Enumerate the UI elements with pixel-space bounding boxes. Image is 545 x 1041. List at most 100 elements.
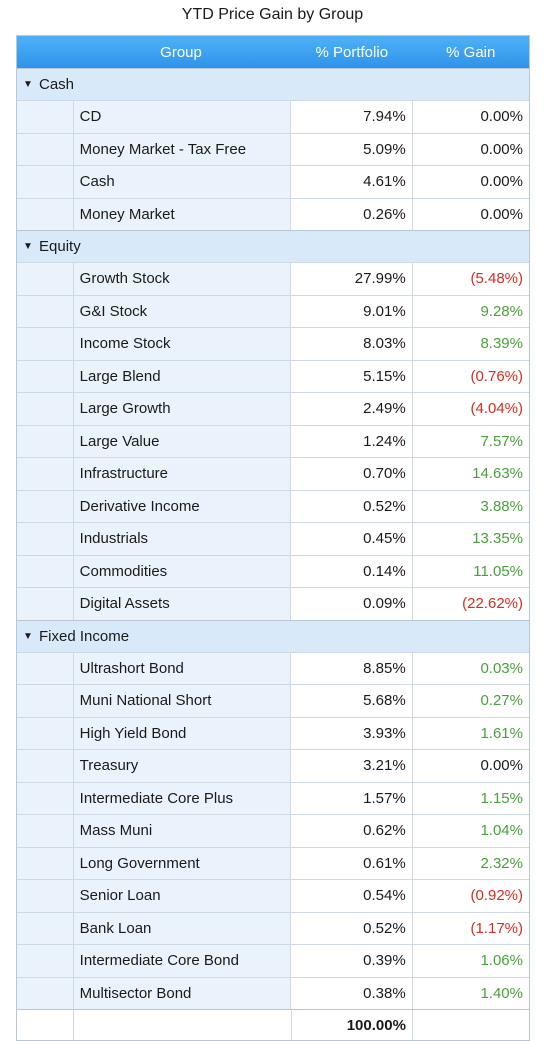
group-row[interactable]: ▼ Equity xyxy=(17,230,529,262)
row-portfolio: 7.94% xyxy=(291,101,413,133)
total-portfolio: 100.00% xyxy=(292,1010,413,1040)
table-row[interactable]: Bank Loan 0.52% (1.17%) xyxy=(17,911,529,944)
row-portfolio: 0.14% xyxy=(291,555,413,587)
row-name: Derivative Income xyxy=(73,490,292,522)
row-gain: 8.39% xyxy=(480,335,523,353)
row-gain: 1.04% xyxy=(480,822,523,840)
row-portfolio: 0.26% xyxy=(291,198,413,230)
group-name: Equity xyxy=(39,238,81,255)
row-name: Cash xyxy=(73,166,292,198)
table-row[interactable]: Intermediate Core Plus 1.57% 1.15% xyxy=(17,781,529,814)
row-portfolio: 9.01% xyxy=(291,295,413,327)
row-name: Bank Loan xyxy=(73,912,292,944)
row-name: High Yield Bond xyxy=(73,717,292,749)
gain-table: Group % Portfolio % Gain ▼ Cash CD 7.94% 0.0… xyxy=(16,35,530,1041)
disclosure-triangle-icon[interactable]: ▼ xyxy=(23,79,33,90)
row-gain: 1.15% xyxy=(480,789,523,807)
row-portfolio: 1.57% xyxy=(291,782,413,814)
row-portfolio: 2.49% xyxy=(291,393,413,425)
table-row[interactable]: Intermediate Core Bond 0.39% 1.06% xyxy=(17,944,529,977)
row-gain: 1.61% xyxy=(480,724,523,742)
row-name: Large Growth xyxy=(73,393,292,425)
table-row[interactable]: Infrastructure 0.70% 14.63% xyxy=(17,457,529,490)
table-row[interactable]: Derivative Income 0.52% 3.88% xyxy=(17,489,529,522)
row-gain: 0.00% xyxy=(480,140,523,158)
row-gain: (0.92%) xyxy=(470,887,523,905)
row-name: Money Market - Tax Free xyxy=(73,133,292,165)
row-gain: 0.00% xyxy=(480,173,523,191)
row-gain: 0.27% xyxy=(480,692,523,710)
table-body: ▼ Cash CD 7.94% 0.00% Money Market - Tax Free… xyxy=(17,68,529,1009)
table-row[interactable]: Growth Stock 27.99% (5.48%) xyxy=(17,262,529,295)
row-portfolio: 5.68% xyxy=(291,685,413,717)
table-row[interactable]: High Yield Bond 3.93% 1.61% xyxy=(17,716,529,749)
row-portfolio: 5.09% xyxy=(291,133,413,165)
row-gain: 13.35% xyxy=(472,530,523,548)
row-portfolio: 0.38% xyxy=(291,977,413,1009)
row-portfolio: 1.24% xyxy=(291,425,413,457)
group-row[interactable]: ▼ Cash xyxy=(17,68,529,100)
disclosure-triangle-icon[interactable]: ▼ xyxy=(23,630,33,642)
row-portfolio: 0.52% xyxy=(291,912,413,944)
table-row[interactable]: Digital Assets 0.09% (22.62%) xyxy=(17,587,529,620)
row-portfolio: 0.39% xyxy=(291,945,413,977)
table-row[interactable]: Mass Muni 0.62% 1.04% xyxy=(17,814,529,847)
row-gain: 0.00% xyxy=(480,108,523,126)
row-gain: 7.57% xyxy=(480,432,523,450)
table-row[interactable]: Industrials 0.45% 13.35% xyxy=(17,522,529,555)
row-gain: 1.40% xyxy=(480,984,523,1002)
table-row[interactable]: Commodities 0.14% 11.05% xyxy=(17,554,529,587)
table-row[interactable]: G&I Stock 9.01% 9.28% xyxy=(17,294,529,327)
row-name: CD xyxy=(73,101,292,133)
column-header-portfolio[interactable]: % Portfolio xyxy=(315,43,389,61)
row-portfolio: 0.70% xyxy=(291,458,413,490)
table-row[interactable]: Senior Loan 0.54% (0.92%) xyxy=(17,879,529,912)
row-gain: (1.17%) xyxy=(470,919,523,937)
row-name: Growth Stock xyxy=(73,263,292,295)
disclosure-triangle-icon[interactable]: ▼ xyxy=(23,241,33,252)
row-name: Multisector Bond xyxy=(73,977,292,1009)
row-name: Infrastructure xyxy=(73,458,292,490)
table-row[interactable]: Muni National Short 5.68% 0.27% xyxy=(17,684,529,717)
row-portfolio: 0.45% xyxy=(291,523,413,555)
row-gain: 14.63% xyxy=(472,465,523,483)
table-header: Group % Portfolio % Gain xyxy=(17,36,529,68)
table-row[interactable]: Ultrashort Bond 8.85% 0.03% xyxy=(17,651,529,684)
row-name: Intermediate Core Plus xyxy=(73,782,292,814)
row-gain: 0.00% xyxy=(480,205,523,223)
table-row[interactable]: Money Market - Tax Free 5.09% 0.00% xyxy=(17,132,529,165)
table-row[interactable]: Large Growth 2.49% (4.04%) xyxy=(17,392,529,425)
row-name: Commodities xyxy=(73,555,292,587)
table-row[interactable]: Cash 4.61% 0.00% xyxy=(17,165,529,198)
row-portfolio: 5.15% xyxy=(291,360,413,392)
table-row[interactable]: Multisector Bond 0.38% 1.40% xyxy=(17,976,529,1009)
row-portfolio: 0.62% xyxy=(291,815,413,847)
row-name: Long Government xyxy=(73,847,292,879)
table-row[interactable]: Long Government 0.61% 2.32% xyxy=(17,846,529,879)
column-header-gain[interactable]: % Gain xyxy=(446,43,496,61)
row-name: G&I Stock xyxy=(73,295,292,327)
group-row[interactable]: ▼ Fixed Income xyxy=(17,619,529,652)
row-portfolio: 3.21% xyxy=(291,750,413,782)
row-gain: 11.05% xyxy=(473,562,523,580)
row-gain: 0.00% xyxy=(480,757,523,775)
table-row[interactable]: Treasury 3.21% 0.00% xyxy=(17,749,529,782)
row-gain: 9.28% xyxy=(480,302,523,320)
row-gain: (4.04%) xyxy=(470,400,523,418)
row-portfolio: 0.52% xyxy=(291,490,413,522)
table-row[interactable]: Money Market 0.26% 0.00% xyxy=(17,197,529,230)
page-title: YTD Price Gain by Group xyxy=(181,6,364,23)
column-header-group[interactable]: Group xyxy=(160,43,202,61)
table-row[interactable]: Large Value 1.24% 7.57% xyxy=(17,424,529,457)
table-row[interactable]: Large Blend 5.15% (0.76%) xyxy=(17,359,529,392)
row-gain: 0.03% xyxy=(480,659,523,677)
row-name: Digital Assets xyxy=(73,588,292,620)
row-gain: (5.48%) xyxy=(470,270,523,288)
row-name: Senior Loan xyxy=(73,880,292,912)
row-name: Income Stock xyxy=(73,328,292,360)
row-portfolio: 0.61% xyxy=(291,847,413,879)
table-row[interactable]: Income Stock 8.03% 8.39% xyxy=(17,327,529,360)
row-name: Mass Muni xyxy=(73,815,292,847)
row-gain: 3.88% xyxy=(480,497,523,515)
table-row[interactable]: CD 7.94% 0.00% xyxy=(17,100,529,133)
